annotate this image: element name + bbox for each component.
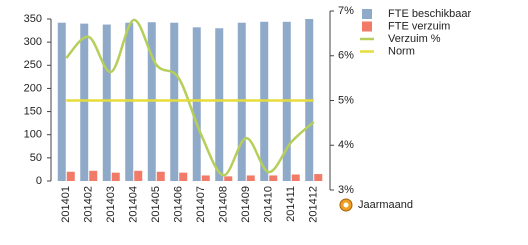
bar bbox=[201, 175, 210, 181]
axis-icon-center bbox=[343, 202, 349, 208]
bar bbox=[134, 170, 143, 181]
x-tick-label: 201404 bbox=[128, 186, 140, 223]
bar bbox=[57, 22, 66, 182]
legend-label: Verzuim % bbox=[388, 33, 441, 45]
y2-tick-label: 3% bbox=[338, 184, 354, 196]
bar bbox=[89, 170, 98, 181]
bar bbox=[224, 176, 233, 181]
y-tick-label: 100 bbox=[24, 129, 42, 141]
y-tick-label: 350 bbox=[24, 13, 42, 25]
x-tick-label: 201407 bbox=[195, 186, 207, 223]
y-tick-label: 0 bbox=[36, 175, 42, 187]
bar bbox=[111, 172, 120, 181]
bar bbox=[291, 174, 300, 181]
legend-label: FTE verzuim bbox=[388, 20, 450, 32]
x-tick-label: 201411 bbox=[285, 186, 297, 222]
legend-swatch bbox=[362, 21, 372, 32]
y-tick-label: 300 bbox=[24, 36, 42, 48]
bar bbox=[125, 22, 134, 182]
legend-label: FTE beschikbaar bbox=[388, 8, 471, 20]
y-tick-label: 150 bbox=[24, 105, 42, 117]
bar bbox=[215, 28, 224, 182]
bar bbox=[66, 171, 75, 181]
x-tick-label: 201406 bbox=[173, 186, 185, 223]
x-tick-label: 201405 bbox=[150, 186, 162, 223]
x-tick-label: 201403 bbox=[105, 186, 117, 223]
x-tick-label: 201412 bbox=[308, 186, 320, 223]
bar bbox=[80, 23, 89, 181]
y-tick-label: 250 bbox=[24, 59, 42, 71]
x-tick-label: 201408 bbox=[218, 186, 230, 223]
x-tick-label: 201402 bbox=[83, 186, 95, 223]
x-tick-label: 201410 bbox=[263, 186, 275, 223]
y-tick-label: 200 bbox=[24, 82, 42, 94]
bar bbox=[314, 174, 323, 181]
y2-tick-label: 7% bbox=[338, 5, 354, 17]
legend-swatch bbox=[362, 9, 372, 19]
y-tick-label: 50 bbox=[30, 152, 42, 164]
bar bbox=[156, 171, 165, 181]
x-tick-label: 201409 bbox=[240, 186, 252, 223]
bar bbox=[179, 172, 188, 181]
bar bbox=[192, 27, 201, 182]
y2-tick-label: 5% bbox=[338, 94, 354, 106]
y2-tick-label: 4% bbox=[338, 139, 354, 151]
legend-label: Norm bbox=[388, 45, 415, 57]
x-axis-label: Jaarmaand bbox=[358, 199, 413, 211]
bar bbox=[102, 24, 111, 181]
bar bbox=[246, 175, 255, 181]
bar bbox=[170, 22, 179, 182]
bar bbox=[269, 175, 278, 181]
bar bbox=[237, 22, 246, 182]
x-tick-label: 201401 bbox=[60, 186, 72, 223]
y2-tick-label: 6% bbox=[338, 50, 354, 62]
